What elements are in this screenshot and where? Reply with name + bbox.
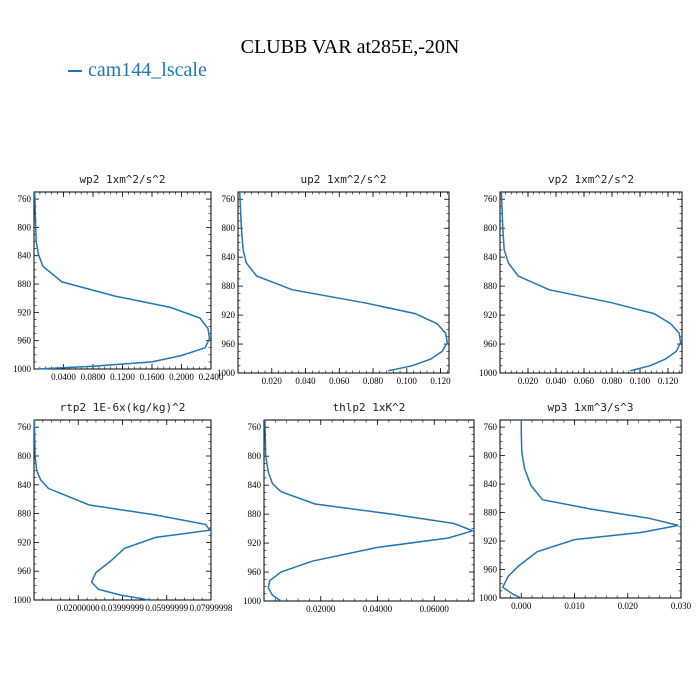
x-tick-label: 0.2000 bbox=[169, 372, 194, 382]
panel-6: wp3 1xm^3/s^3 760 800 840 880 920 960 1000 0.000… bbox=[479, 401, 692, 611]
x-tick-label: 0.120 bbox=[658, 376, 679, 386]
y-tick-label: 960 bbox=[248, 567, 262, 577]
y-tick-label: 840 bbox=[18, 251, 32, 261]
y-tick-label: 760 bbox=[248, 422, 262, 432]
y-tick-label: 760 bbox=[484, 422, 498, 432]
series-line bbox=[33, 191, 211, 370]
x-tick-label: 0.020 bbox=[262, 376, 283, 386]
y-tick-label: 800 bbox=[484, 223, 498, 233]
y-tick-label: 960 bbox=[484, 565, 498, 575]
y-tick-label: 960 bbox=[222, 339, 236, 349]
y-tick-label: 880 bbox=[18, 509, 32, 519]
y-tick-label: 840 bbox=[222, 252, 236, 262]
y-tick-label: 840 bbox=[484, 252, 498, 262]
panel-title: wp2 1xm^2/s^2 bbox=[79, 173, 165, 186]
y-tick-label: 760 bbox=[222, 194, 236, 204]
x-tick-label: 0.2400 bbox=[199, 372, 224, 382]
x-tick-label: 0.1600 bbox=[140, 372, 165, 382]
y-tick-label: 880 bbox=[484, 281, 498, 291]
panel-2: up2 1xm^2/s^2 760 800 840 880 920 960 1000 0.020… bbox=[217, 173, 451, 386]
x-tick-label: 0.040 bbox=[546, 376, 567, 386]
y-tick-label: 880 bbox=[18, 279, 32, 289]
x-tick-label: 0.000 bbox=[511, 601, 532, 611]
panel-title: up2 1xm^2/s^2 bbox=[300, 173, 386, 186]
x-tick-label: 0.100 bbox=[397, 376, 418, 386]
x-tick-label: 0.02000000 bbox=[57, 603, 100, 613]
y-tick-label: 800 bbox=[222, 223, 236, 233]
y-tick-label: 920 bbox=[484, 536, 498, 546]
y-tick-label: 1000 bbox=[479, 593, 498, 603]
y-tick-label: 960 bbox=[18, 336, 32, 346]
y-tick-label: 880 bbox=[484, 508, 498, 518]
chart-title: CLUBB VAR at285E,-20N bbox=[240, 36, 460, 58]
y-tick-label: 800 bbox=[18, 451, 32, 461]
panel-title: rtp2 1E-6x(kg/kg)^2 bbox=[60, 401, 186, 414]
panel-title: thlp2 1xK^2 bbox=[333, 401, 406, 414]
y-tick-label: 920 bbox=[18, 537, 32, 547]
x-tick-label: 0.0400 bbox=[51, 372, 76, 382]
y-tick-label: 840 bbox=[248, 480, 262, 490]
x-tick-label: 0.0800 bbox=[81, 372, 106, 382]
x-tick-label: 0.120 bbox=[430, 376, 451, 386]
panel-1: wp2 1xm^2/s^2 760 800 840 880 920 960 1000 0.040… bbox=[13, 173, 224, 382]
y-tick-label: 760 bbox=[18, 194, 32, 204]
y-tick-label: 960 bbox=[18, 566, 32, 576]
y-tick-label: 1000 bbox=[217, 368, 236, 378]
x-tick-label: 0.1200 bbox=[110, 372, 135, 382]
y-tick-label: 1000 bbox=[13, 364, 32, 374]
x-tick-label: 0.02000 bbox=[306, 604, 336, 614]
panel-title: wp3 1xm^3/s^3 bbox=[547, 401, 633, 414]
panel-frame bbox=[263, 419, 475, 602]
y-tick-label: 840 bbox=[484, 479, 498, 489]
y-tick-label: 920 bbox=[484, 310, 498, 320]
x-tick-label: 0.020 bbox=[618, 601, 639, 611]
series-line bbox=[33, 419, 212, 601]
y-tick-label: 760 bbox=[18, 422, 32, 432]
x-tick-label: 0.100 bbox=[630, 376, 651, 386]
x-tick-label: 0.07999998 bbox=[190, 603, 233, 613]
series-line bbox=[500, 191, 682, 372]
legend: cam144_lscale bbox=[68, 59, 207, 82]
legend-line bbox=[68, 69, 82, 72]
y-tick-label: 920 bbox=[248, 538, 262, 548]
x-tick-label: 0.03999999 bbox=[101, 603, 144, 613]
x-tick-label: 0.05999999 bbox=[145, 603, 188, 613]
panel-title: vp2 1xm^2/s^2 bbox=[548, 173, 634, 186]
y-tick-label: 880 bbox=[248, 509, 262, 519]
x-tick-label: 0.060 bbox=[329, 376, 350, 386]
y-tick-label: 760 bbox=[484, 194, 498, 204]
y-tick-label: 920 bbox=[18, 307, 32, 317]
y-tick-label: 840 bbox=[18, 480, 32, 490]
x-tick-label: 0.080 bbox=[602, 376, 623, 386]
series-line bbox=[238, 191, 449, 372]
y-tick-label: 1000 bbox=[479, 368, 498, 378]
legend-label: cam144_lscale bbox=[88, 59, 207, 81]
y-tick-label: 920 bbox=[222, 310, 236, 320]
y-tick-label: 960 bbox=[484, 339, 498, 349]
x-tick-label: 0.080 bbox=[363, 376, 384, 386]
y-tick-label: 800 bbox=[248, 451, 262, 461]
series-line bbox=[501, 420, 679, 599]
x-tick-label: 0.030 bbox=[671, 601, 692, 611]
panel-5: thlp2 1xK^2 760 800 840 880 920 960 1000 0.02000… bbox=[243, 401, 475, 614]
x-tick-label: 0.020 bbox=[518, 376, 539, 386]
x-tick-label: 0.04000 bbox=[363, 604, 393, 614]
y-tick-label: 1000 bbox=[13, 595, 32, 605]
x-tick-label: 0.040 bbox=[295, 376, 316, 386]
y-tick-label: 1000 bbox=[243, 596, 262, 606]
panel-frame bbox=[499, 191, 683, 374]
y-tick-label: 880 bbox=[222, 281, 236, 291]
x-tick-label: 0.06000 bbox=[420, 604, 450, 614]
panel-frame bbox=[499, 419, 682, 599]
y-tick-label: 800 bbox=[484, 451, 498, 461]
x-tick-label: 0.010 bbox=[564, 601, 585, 611]
series-line bbox=[264, 419, 475, 602]
panel-4: rtp2 1E-6x(kg/kg)^2 760 800 840 880 920 960 100… bbox=[13, 401, 233, 613]
x-tick-label: 0.060 bbox=[574, 376, 595, 386]
panel-frame bbox=[237, 191, 450, 374]
panel-3: vp2 1xm^2/s^2 760 800 840 880 920 960 1000 0.020… bbox=[479, 173, 683, 386]
y-tick-label: 800 bbox=[18, 222, 32, 232]
